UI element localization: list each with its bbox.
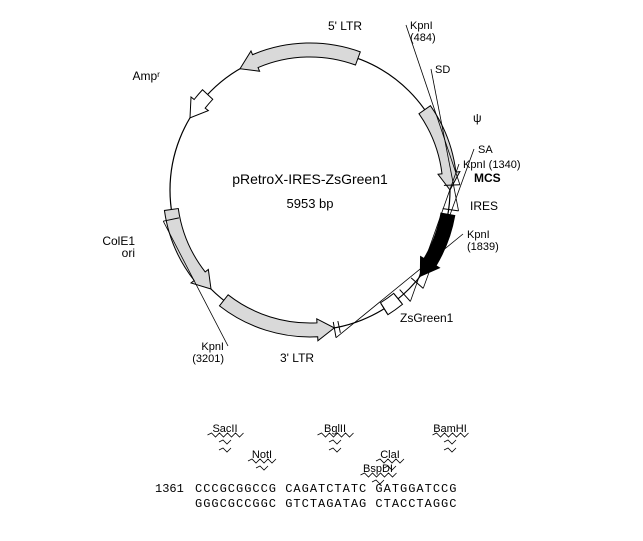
figure-canvas: pRetroX-IRES-ZsGreen1 5953 bp 5' LTR ψ MCS IR… (0, 0, 643, 541)
plasmid-name: pRetroX-IRES-ZsGreen1 (232, 171, 388, 187)
site-tick-sd (443, 209, 459, 211)
feature-ltr3 (164, 209, 211, 289)
site-label-kpn484: (484) (410, 32, 436, 44)
wavy-leader (444, 448, 456, 452)
plasmid-size: 5953 bp (287, 196, 334, 211)
feature-label-psi: ψ (473, 111, 482, 125)
site-label-kpn3201: (3201) (192, 353, 224, 365)
feature-label-zg: ZsGreen1 (400, 311, 454, 325)
wavy-leader (256, 466, 268, 470)
feature-label-cole1: ori (122, 246, 135, 260)
plasmid-backbone (170, 50, 450, 330)
mcs-enzyme-clai: ClaI (380, 449, 400, 461)
site-leader-kpn3201 (163, 221, 228, 346)
mcs-enzyme-bamhi: BamHI (433, 423, 467, 435)
site-label-kpn1340: KpnI (1340) (463, 159, 520, 171)
site-label-sd: SD (435, 64, 450, 76)
site-leader-kpn484 (406, 25, 460, 185)
wavy-leader (329, 448, 341, 452)
feature-label-ltr3: 3' LTR (280, 351, 314, 365)
wavy-leader (219, 448, 231, 452)
feature-label-amp: Ampʳ (132, 69, 160, 83)
site-leader-kpn1340 (410, 164, 459, 301)
site-label-kpn484: KpnI (410, 20, 433, 32)
feature-label-mcs: MCS (474, 171, 501, 185)
feature-ltr5 (419, 106, 460, 190)
wavy-leader (329, 440, 341, 444)
wavy-leader (219, 440, 231, 444)
feature-label-ires: IRES (470, 199, 498, 213)
wavy-leader (444, 440, 456, 444)
site-label-kpn1839: KpnI (467, 229, 490, 241)
feature-label-ltr5: 5' LTR (328, 19, 362, 33)
mcs-seq-bottom: GGGCGCCGGC GTCTAGATAG CTACCTAGGC (195, 497, 457, 511)
mcs-enzyme-sacii: SacII (212, 423, 237, 435)
mcs-enzyme-noti: NotI (252, 449, 272, 461)
site-label-kpn3201: KpnI (201, 341, 224, 353)
mcs-position: 1361 (155, 482, 184, 496)
feature-zg (219, 295, 334, 341)
site-label-kpn1839: (1839) (467, 241, 499, 253)
mcs-enzyme-bglii: BglII (324, 423, 346, 435)
feature-cole1 (190, 90, 213, 118)
feature-amp (240, 43, 360, 71)
site-label-sa: SA (478, 144, 493, 156)
mcs-seq-top: CCCGCGGCCG CAGATCTATC GATGGATCCG (195, 482, 457, 496)
site-tick-kpn1839 (333, 322, 336, 338)
